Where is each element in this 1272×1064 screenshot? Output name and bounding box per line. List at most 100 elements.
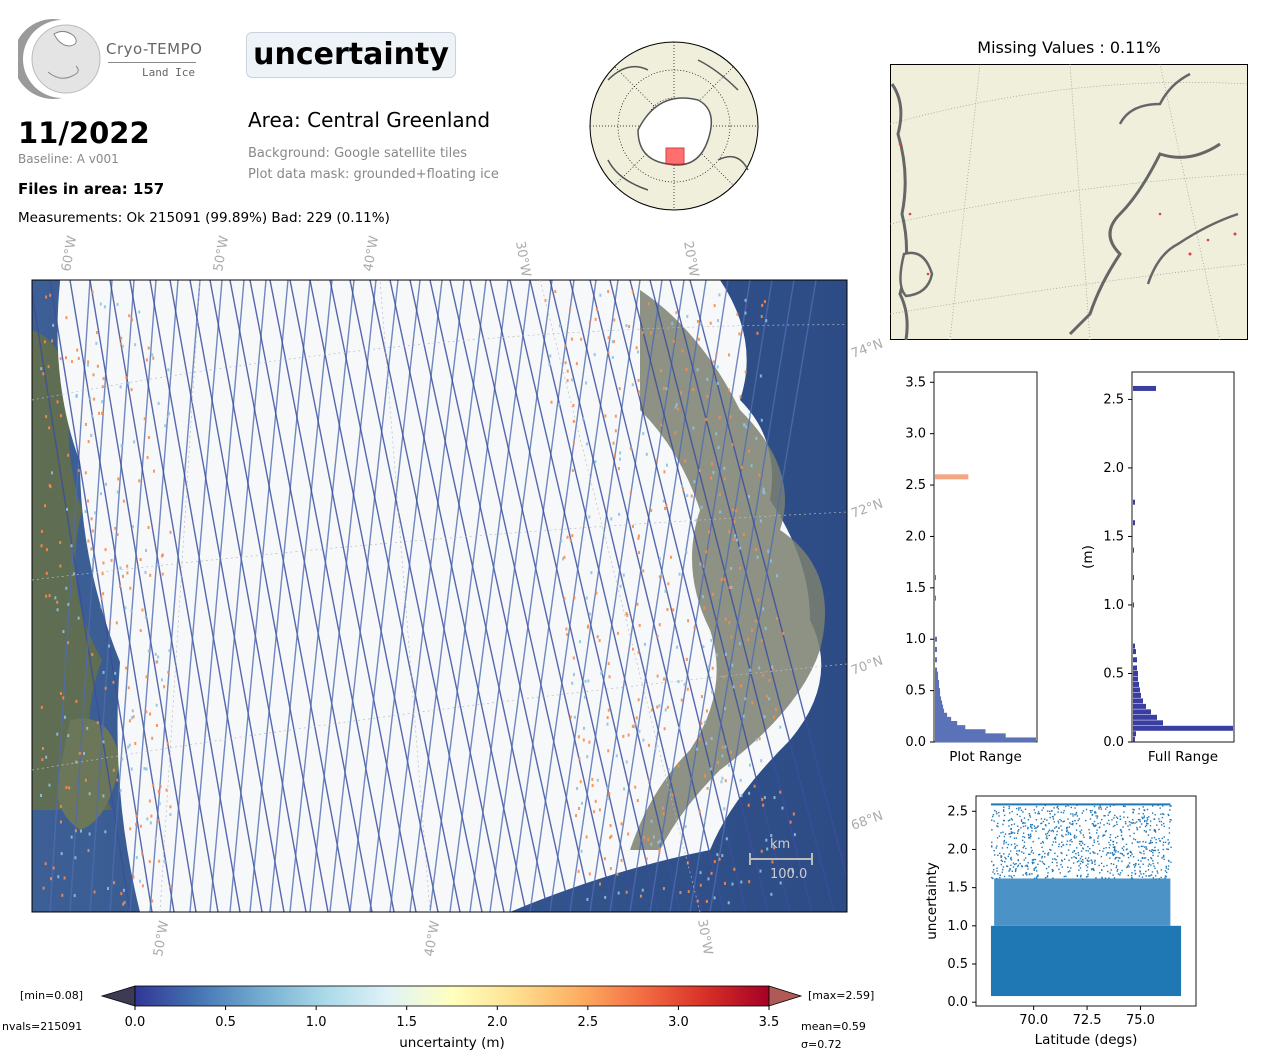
scatter-x-tick-label: 75.0	[1126, 1013, 1155, 1028]
lon-label-bottom: 30°W	[694, 918, 715, 956]
scatter-point	[1160, 876, 1162, 879]
scatter-point	[1095, 877, 1097, 879]
scatter-point	[1110, 869, 1112, 871]
scatter-point	[1074, 814, 1076, 816]
scatter-point	[1108, 877, 1110, 879]
scatter-point	[1123, 845, 1125, 848]
scatter-point	[1138, 808, 1140, 810]
scatter-point	[1169, 818, 1171, 821]
scatter-point	[1067, 833, 1070, 835]
scatter-point	[1105, 830, 1107, 832]
scatter-point	[1010, 864, 1012, 867]
lat-label: 72°N	[849, 496, 885, 521]
scatter-point	[1157, 862, 1159, 864]
scatter-point	[1065, 805, 1067, 808]
scatter-point	[1153, 849, 1155, 852]
scatter-point	[1049, 848, 1051, 851]
scatter-point	[1068, 859, 1070, 861]
scatter-point	[1067, 849, 1070, 851]
scatter-point	[1024, 872, 1027, 875]
histogram-bar	[935, 667, 938, 673]
scatter-point	[1010, 859, 1013, 861]
histogram-bar	[935, 684, 940, 689]
scatter-point	[1166, 848, 1168, 850]
scatter-point	[1043, 828, 1045, 830]
scatter-point	[1104, 815, 1106, 817]
colorbar-tick-label: 3.0	[668, 1015, 689, 1030]
scatter-point	[1094, 863, 1096, 866]
scatter-point	[1005, 858, 1007, 860]
scatter-point	[1092, 867, 1094, 870]
scatter-point	[1070, 838, 1072, 841]
scatter-point	[1144, 846, 1146, 848]
scatter-point	[1058, 843, 1060, 845]
scatter-point	[1047, 852, 1050, 854]
scatter-point	[997, 822, 999, 825]
scatter-point	[1066, 829, 1068, 831]
colorbar-min-arrow	[100, 985, 136, 1007]
scatter-point	[1013, 832, 1016, 834]
scatter-point	[1056, 855, 1059, 857]
scatter-point	[1018, 850, 1021, 852]
scatter-point	[1121, 860, 1123, 863]
scatter-point	[1035, 827, 1037, 829]
colorbar-tick-label: 1.0	[306, 1015, 327, 1030]
histogram-bar	[935, 700, 943, 706]
scatter-point	[991, 860, 993, 863]
scatter-point	[1161, 857, 1163, 859]
scatter-point	[1114, 851, 1117, 853]
scatter-point	[1089, 847, 1091, 850]
scatter-point	[1143, 816, 1145, 819]
scatter-point	[1039, 860, 1041, 862]
scatter-point	[1070, 823, 1072, 825]
scatter-point	[1154, 846, 1156, 849]
scatter-point	[1139, 826, 1141, 828]
scatter-point	[1108, 846, 1111, 849]
scatter-point	[1022, 874, 1024, 876]
scatter-point	[1141, 816, 1143, 819]
scatter-point	[1065, 875, 1067, 878]
scatter-point	[1063, 809, 1065, 812]
scatter-point	[1131, 877, 1133, 879]
scatter-point	[1031, 830, 1033, 832]
scatter-point	[1041, 828, 1044, 830]
scatter-point	[1170, 805, 1172, 807]
scatter-point	[1140, 860, 1142, 862]
scatter-point	[1153, 828, 1156, 831]
scatter-point	[1037, 874, 1039, 876]
colorbar-tick-label: 2.0	[487, 1015, 508, 1030]
scatter-point	[1029, 873, 1031, 875]
scatter-point	[1035, 830, 1037, 832]
scatter-point	[1125, 849, 1128, 851]
scatter-point	[1145, 875, 1147, 877]
scatter-point	[1040, 818, 1043, 820]
histogram-tick-label: 1.5	[905, 581, 926, 596]
lon-label-top: 50°W	[211, 235, 232, 273]
scatter-point	[1061, 835, 1063, 837]
scatter-point	[1016, 844, 1018, 847]
scatter-point	[1146, 818, 1149, 821]
scatter-dense-band	[990, 925, 1182, 997]
scatter-point	[1001, 871, 1004, 873]
scatter-point	[1134, 822, 1136, 824]
scatter-point	[1112, 874, 1114, 876]
scatter-point	[1145, 831, 1147, 833]
scatter-y-tick-label: 0.0	[947, 995, 968, 1010]
scatter-point	[1132, 822, 1135, 824]
scatter-point	[1119, 857, 1121, 859]
scatter-point	[1041, 861, 1044, 863]
scatter-point	[1139, 870, 1141, 872]
scatter-point	[1046, 835, 1048, 837]
scatter-point	[1128, 862, 1131, 864]
date-title: 11/2022	[18, 116, 150, 150]
scatter-point	[1035, 819, 1038, 821]
scatter-point	[1154, 831, 1157, 833]
scatter-point	[1032, 859, 1034, 861]
scatter-point	[1027, 818, 1030, 821]
scatter-point	[1094, 825, 1096, 828]
scatter-point	[1154, 830, 1156, 832]
scatter-point	[1113, 849, 1116, 852]
scatter-point	[1003, 843, 1005, 845]
scatter-point	[1032, 852, 1035, 854]
scatter-point	[1080, 874, 1082, 877]
